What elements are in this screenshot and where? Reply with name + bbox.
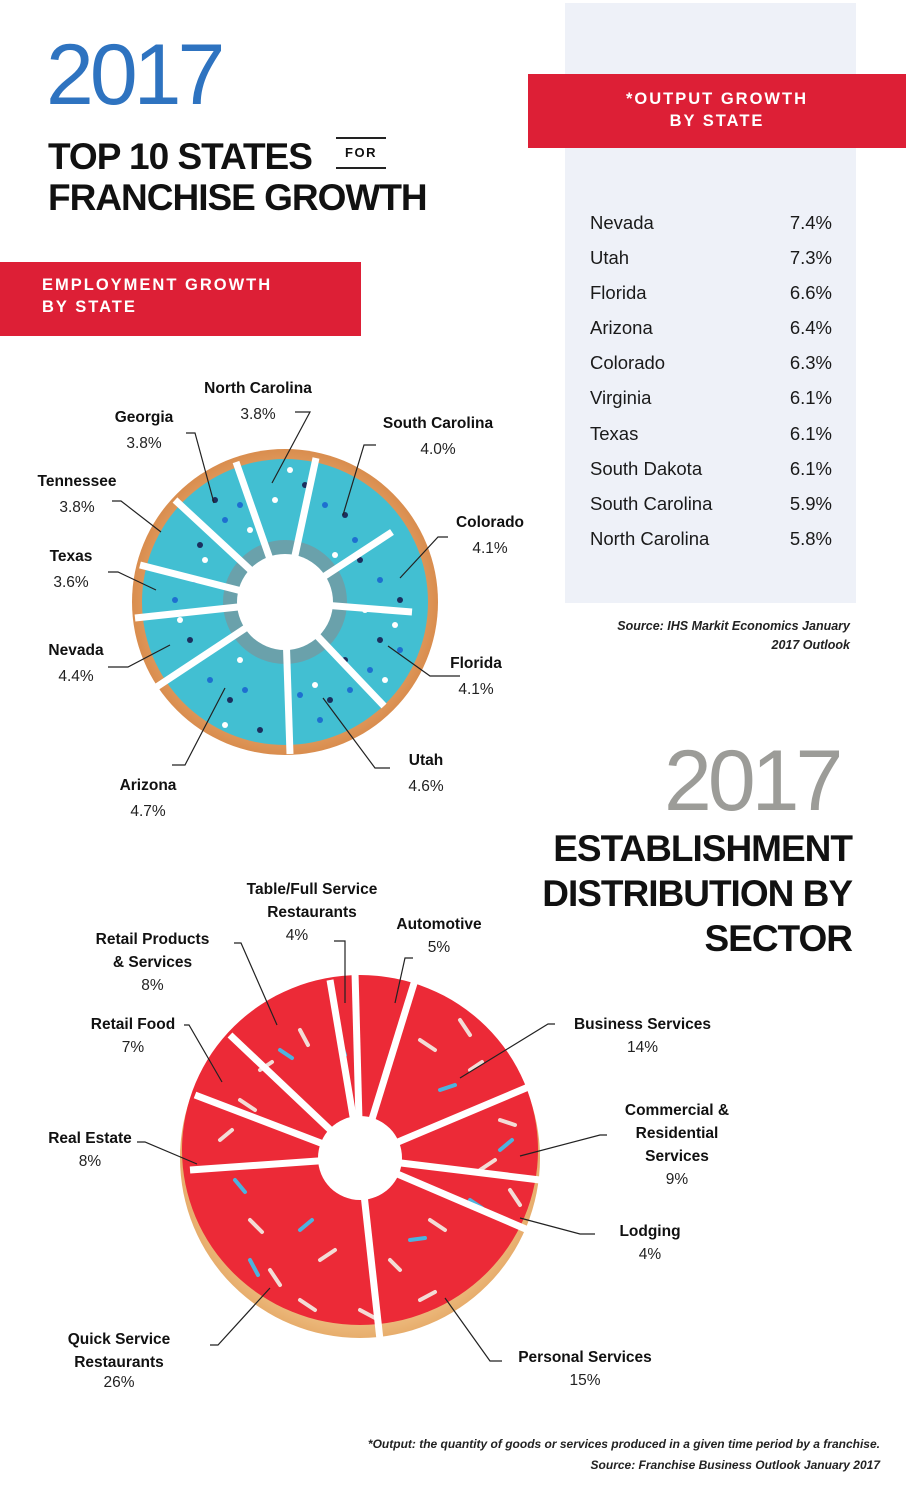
table-row: North Carolina 5.8%	[590, 528, 832, 563]
state-name: Texas	[590, 422, 639, 444]
state-name: South Carolina	[590, 492, 713, 514]
growth-value: 6.1%	[789, 387, 832, 409]
state-name: Arizona	[590, 317, 653, 339]
label-retail-food: Retail Food 7%	[90, 1016, 176, 1056]
establishment-title: ESTABLISHMENT DISTRIBUTION BY SECTOR	[542, 826, 853, 961]
label-table-full-service: Table/Full Service Restaurants 4%	[246, 881, 378, 944]
growth-value: 5.9%	[789, 492, 832, 514]
label-south-carolina: South Carolina 4.0%	[382, 415, 494, 458]
table-row: South Carolina 5.9%	[590, 493, 832, 528]
table-row: Utah 7.3%	[590, 247, 832, 282]
employment-donut-chart	[108, 411, 460, 769]
label-tennessee: Tennessee 3.8%	[37, 473, 117, 516]
table-row: Nevada 7.4%	[590, 212, 832, 247]
output-growth-table: Nevada 7.4% Utah 7.3% Florida 6.6% Arizona 6…	[590, 212, 832, 563]
blue-donut-icon	[132, 449, 438, 755]
page-title-line1: TOP 10 STATES	[48, 136, 313, 177]
state-name: Florida	[590, 282, 647, 304]
table-row: Florida 6.6%	[590, 282, 832, 317]
growth-value: 6.4%	[789, 317, 832, 339]
label-utah: Utah 4.6%	[408, 752, 444, 795]
label-retail-products: Retail Products & Services 8%	[95, 931, 210, 994]
label-real-estate: Real Estate 8%	[48, 1130, 132, 1170]
table-row: Texas 6.1%	[590, 423, 832, 458]
footnote-definition: *Output: the quantity of goods or servic…	[367, 1437, 880, 1451]
label-personal-services: Personal Services 15%	[518, 1349, 652, 1389]
output-growth-banner: *OUTPUT GROWTH BY STATE	[528, 74, 906, 148]
state-name: Virginia	[590, 387, 652, 409]
state-name: Colorado	[590, 352, 666, 374]
table-row: Colorado 6.3%	[590, 352, 832, 387]
growth-value: 5.8%	[789, 527, 832, 549]
employment-banner-line1: EMPLOYMENT GROWTH	[42, 276, 273, 294]
establishment-title-line3: SECTOR	[704, 918, 853, 959]
state-name: Utah	[590, 247, 630, 269]
label-north-carolina: North Carolina 3.8%	[204, 380, 312, 423]
growth-value: 7.3%	[789, 247, 832, 269]
output-source-note: Source: IHS Markit Economics January 201…	[560, 617, 850, 655]
footnote-source: Source: Franchise Business Outlook Janua…	[590, 1458, 880, 1472]
table-row: Virginia 6.1%	[590, 387, 832, 422]
label-texas: Texas 3.6%	[49, 548, 93, 591]
footnote: *Output: the quantity of goods or servic…	[368, 1434, 880, 1476]
source-line1: Source: IHS Markit Economics January	[617, 619, 850, 633]
label-quick-service: Quick Service Restaurants 26%	[67, 1331, 171, 1391]
label-colorado: Colorado 4.1%	[455, 514, 525, 557]
table-row: South Dakota 6.1%	[590, 458, 832, 493]
label-arizona: Arizona 4.7%	[119, 777, 177, 820]
state-name: Nevada	[590, 212, 654, 233]
page-title-line2: FRANCHISE GROWTH	[48, 177, 428, 218]
establishment-title-line1: ESTABLISHMENT	[553, 828, 853, 869]
table-row: Arizona 6.4%	[590, 317, 832, 352]
state-name: North Carolina	[590, 527, 710, 549]
growth-value: 6.3%	[789, 352, 832, 374]
red-donut-icon	[180, 971, 547, 1341]
employment-growth-banner: EMPLOYMENT GROWTH BY STATE	[0, 262, 361, 336]
growth-value: 6.1%	[789, 422, 832, 444]
leader-lines	[137, 940, 607, 1362]
growth-value: 7.4%	[789, 212, 832, 233]
label-commercial-residential: Commercial & Residential Services 9%	[624, 1102, 730, 1188]
source-line2: 2017 Outlook	[771, 638, 851, 652]
establishment-title-line2: DISTRIBUTION BY	[542, 873, 853, 914]
leader-lines	[108, 411, 460, 769]
label-lodging: Lodging 4%	[619, 1223, 681, 1263]
output-banner-line2: BY STATE	[669, 112, 765, 130]
label-florida: Florida 4.1%	[450, 655, 502, 698]
label-automotive: Automotive 5%	[396, 916, 482, 956]
label-business-services: Business Services 14%	[573, 1016, 711, 1056]
year-heading: 2017	[46, 27, 225, 123]
employment-banner-line2: BY STATE	[42, 298, 137, 316]
establishment-donut-chart	[137, 940, 607, 1362]
output-banner-line1: *OUTPUT GROWTH	[626, 90, 808, 108]
growth-value: 6.1%	[789, 457, 832, 479]
label-nevada: Nevada 4.4%	[48, 642, 104, 685]
establishment-year-heading: 2017	[664, 733, 843, 829]
growth-value: 6.6%	[789, 282, 832, 304]
state-name: South Dakota	[590, 457, 703, 479]
title-for-label: FOR	[336, 137, 386, 169]
label-georgia: Georgia 3.8%	[114, 409, 174, 452]
